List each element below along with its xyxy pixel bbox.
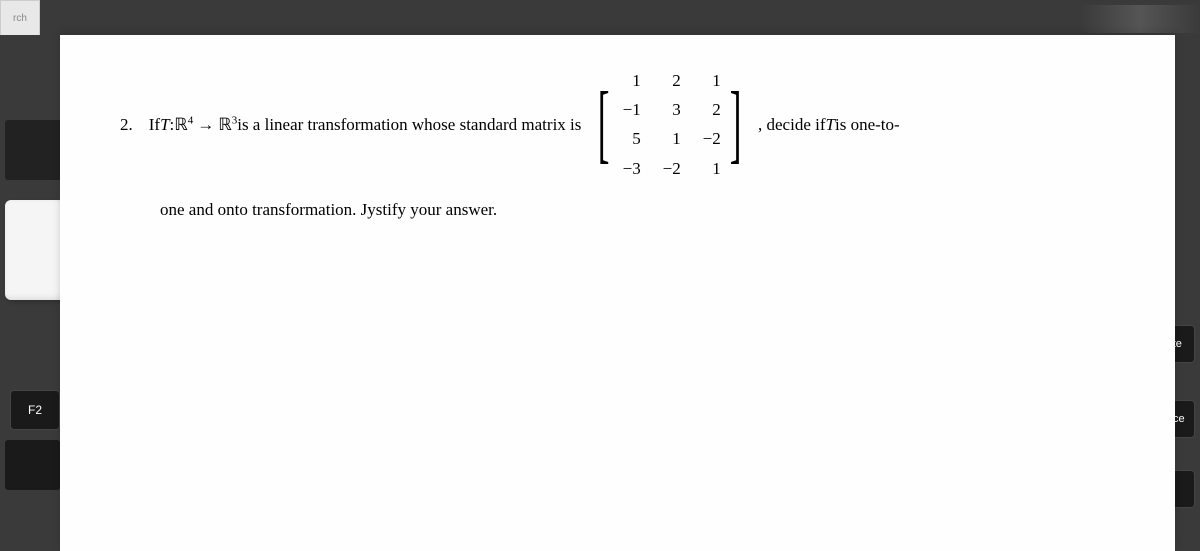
browser-tab[interactable]: rch bbox=[0, 0, 40, 35]
right-bracket: ] bbox=[729, 89, 741, 159]
set-R4: ℝ4 bbox=[174, 111, 193, 138]
matrix-cell: 1 bbox=[619, 67, 641, 94]
set-R3: ℝ3 bbox=[218, 111, 237, 138]
matrix-cell: −1 bbox=[619, 96, 641, 123]
dark-object bbox=[5, 120, 65, 180]
var-T: T bbox=[160, 111, 169, 138]
arrow-icon: → bbox=[197, 111, 214, 138]
matrix-cell: 1 bbox=[659, 125, 681, 152]
matrix-cell: 5 bbox=[619, 125, 641, 152]
matrix-cell: 2 bbox=[659, 67, 681, 94]
text-onto: onto bbox=[218, 200, 248, 219]
matrix-cell: 3 bbox=[659, 96, 681, 123]
f2-key-label: F2 bbox=[28, 403, 42, 417]
f2-key: F2 bbox=[10, 390, 60, 430]
problem-statement: 2. If T : ℝ4 → ℝ3 is a linear transforma… bbox=[120, 65, 1115, 184]
eraser-object bbox=[5, 200, 65, 300]
matrix-cell: −3 bbox=[619, 155, 641, 182]
matrix-cell: 1 bbox=[699, 155, 721, 182]
text-linear: is a linear transformation whose standar… bbox=[237, 111, 581, 138]
dark-object-2 bbox=[5, 440, 60, 490]
question-number: 2. bbox=[120, 111, 133, 138]
matrix-cell: −2 bbox=[699, 125, 721, 152]
var-T-2: T bbox=[826, 111, 835, 138]
tab-label: rch bbox=[13, 13, 27, 24]
text-decide: , decide if bbox=[758, 111, 826, 138]
left-bracket: [ bbox=[598, 89, 610, 159]
matrix-cell: −2 bbox=[659, 155, 681, 182]
matrix: [ 121−13251−2−3−21 ] bbox=[589, 65, 750, 184]
matrix-cell: 1 bbox=[699, 67, 721, 94]
text-justify: transformation. Jystify your answer. bbox=[248, 200, 497, 219]
paper-document: 2. If T : ℝ4 → ℝ3 is a linear transforma… bbox=[60, 35, 1175, 551]
shelf-edge bbox=[1080, 5, 1200, 33]
problem-line-1: 2. If T : ℝ4 → ℝ3 is a linear transforma… bbox=[120, 65, 1115, 184]
text-oneto: is one-to- bbox=[835, 111, 900, 138]
matrix-cell: 2 bbox=[699, 96, 721, 123]
text-oneand: one and bbox=[160, 200, 218, 219]
problem-line-2: one and onto transformation. Jystify you… bbox=[160, 200, 1115, 220]
matrix-grid: 121−13251−2−3−21 bbox=[619, 65, 721, 184]
text-if: If bbox=[149, 111, 160, 138]
